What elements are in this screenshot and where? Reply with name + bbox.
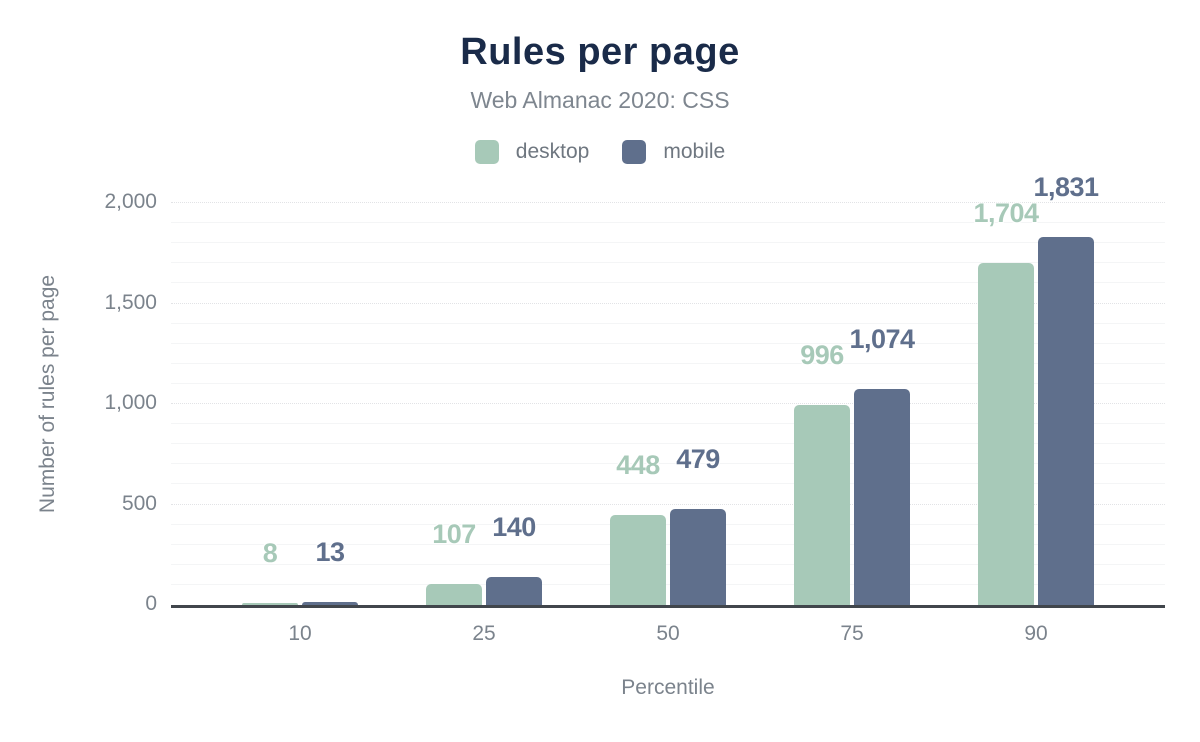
bar-desktop-p75[interactable] — [794, 404, 850, 605]
x-axis-line — [171, 605, 1165, 608]
value-label-desktop-p25: 107 — [432, 518, 476, 549]
bar-desktop-p25[interactable] — [426, 583, 482, 605]
minor-gridline-1600 — [171, 282, 1165, 284]
value-label-mobile-p90: 1,831 — [1033, 171, 1099, 202]
value-label-desktop-p10: 8 — [262, 538, 278, 569]
minor-gridline-600 — [171, 483, 1165, 485]
legend-item-mobile[interactable]: mobile — [622, 140, 725, 164]
major-gridline-1000 — [171, 403, 1165, 404]
minor-gridline-400 — [171, 523, 1165, 525]
x-axis-title: Percentile — [621, 676, 715, 699]
plot-area: 8 13 107 140 448 479 996 1,074 1,704 1,831 — [171, 172, 1165, 605]
minor-gridline-1200 — [171, 362, 1165, 364]
bar-desktop-p90[interactable] — [978, 262, 1034, 605]
y-tick-500: 500 — [121, 491, 157, 515]
x-tick-75: 75 — [840, 622, 864, 645]
minor-gridline-900 — [171, 423, 1165, 425]
bar-mobile-p10[interactable] — [302, 602, 358, 605]
legend: desktop mobile — [0, 140, 1200, 164]
x-tick-25: 25 — [472, 622, 496, 645]
minor-gridline-1100 — [171, 382, 1165, 384]
value-label-mobile-p75: 1,074 — [849, 324, 915, 355]
x-tick-90: 90 — [1024, 622, 1048, 645]
minor-gridline-100 — [171, 583, 1165, 585]
minor-gridline-1300 — [171, 342, 1165, 344]
legend-swatch-mobile — [622, 140, 647, 164]
minor-gridline-700 — [171, 463, 1165, 465]
legend-swatch-desktop — [474, 140, 499, 164]
major-gridline-500 — [171, 503, 1165, 505]
chart-subtitle: Web Almanac 2020: CSS — [470, 87, 730, 113]
minor-gridline-1800 — [171, 242, 1165, 244]
minor-gridline-800 — [171, 443, 1165, 445]
bar-desktop-p50[interactable] — [610, 514, 666, 605]
legend-item-desktop[interactable]: desktop — [474, 140, 590, 164]
chart-title: Rules per page — [460, 31, 740, 73]
value-label-mobile-p50: 479 — [676, 443, 720, 474]
y-tick-1000: 1,000 — [104, 391, 157, 414]
value-label-desktop-p50: 448 — [616, 449, 660, 480]
major-gridline-2000 — [171, 202, 1165, 203]
legend-label-desktop: desktop — [515, 140, 590, 163]
bar-mobile-p90[interactable] — [1038, 236, 1094, 605]
minor-gridline-1400 — [171, 322, 1165, 324]
minor-gridline-300 — [171, 543, 1165, 545]
y-tick-1500: 1,500 — [104, 290, 157, 314]
value-label-desktop-p90: 1,704 — [973, 197, 1039, 228]
y-tick-0: 0 — [145, 592, 157, 615]
value-label-desktop-p75: 996 — [800, 339, 844, 370]
x-tick-10: 10 — [288, 622, 312, 645]
value-label-mobile-p10: 13 — [315, 537, 345, 568]
major-gridline-1500 — [171, 302, 1165, 304]
minor-gridline-200 — [171, 563, 1165, 565]
bar-mobile-p75[interactable] — [854, 389, 910, 605]
x-tick-50: 50 — [656, 622, 680, 645]
bar-mobile-p50[interactable] — [670, 508, 726, 605]
bar-mobile-p25[interactable] — [486, 576, 542, 605]
minor-gridline-1900 — [171, 222, 1165, 224]
legend-label-mobile: mobile — [663, 140, 726, 163]
value-label-mobile-p25: 140 — [492, 511, 536, 542]
bar-desktop-p10[interactable] — [242, 603, 298, 605]
y-tick-2000: 2,000 — [104, 190, 157, 213]
minor-gridline-1700 — [171, 262, 1165, 264]
